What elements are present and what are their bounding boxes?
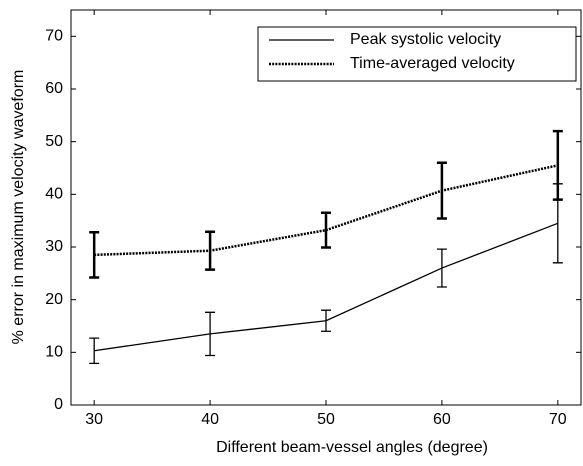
x-tick-label: 60 xyxy=(433,411,451,428)
x-tick-label: 70 xyxy=(549,411,567,428)
y-tick-label: 50 xyxy=(45,133,63,150)
x-tick-label: 30 xyxy=(85,411,103,428)
error-bar xyxy=(436,248,447,288)
x-tick-label: 40 xyxy=(201,411,219,428)
error-bar xyxy=(321,309,331,332)
y-tick-label: 0 xyxy=(54,396,63,413)
x-tick-label: 50 xyxy=(317,411,335,428)
y-tick-label: 30 xyxy=(45,238,63,255)
x-axis-label: Different beam-vessel angles (degree) xyxy=(216,439,488,456)
y-axis-label: % error in maximum velocity waveform xyxy=(10,70,27,345)
y-tick-label: 40 xyxy=(45,186,63,203)
error-bar xyxy=(205,311,216,357)
error-bar xyxy=(552,129,563,201)
legend-box xyxy=(257,26,577,82)
error-bar xyxy=(321,211,331,249)
error-bar xyxy=(205,230,216,271)
y-tick-label: 20 xyxy=(45,291,63,308)
legend-label: Time-averaged velocity xyxy=(350,55,515,72)
error-bar xyxy=(436,161,447,220)
y-tick-label: 10 xyxy=(45,344,63,361)
error-bar xyxy=(89,337,100,365)
y-tick-label: 60 xyxy=(45,80,63,97)
y-tick-label: 70 xyxy=(45,28,63,45)
error-bar xyxy=(89,231,100,279)
legend-label: Peak systolic velocity xyxy=(350,31,501,48)
